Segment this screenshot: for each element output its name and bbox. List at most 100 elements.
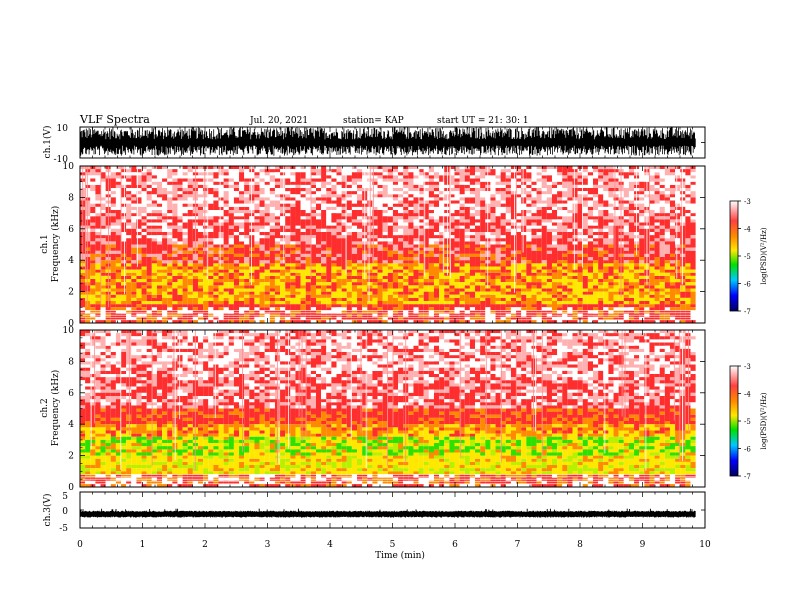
spectrogram-cell [536, 458, 542, 469]
spectrogram-cell [182, 169, 188, 314]
spectrogram-cell [541, 348, 547, 487]
spectrogram-cell [141, 175, 147, 320]
spectrogram-cell [357, 244, 363, 317]
spectrogram-cell [500, 282, 506, 305]
spectrogram-cell [639, 181, 645, 323]
spectrogram-cell [690, 430, 696, 475]
spectrogram-cell [346, 260, 352, 317]
spectrogram-cell [408, 172, 414, 320]
spectrogram-cell [557, 172, 563, 251]
spectrogram-cell [85, 247, 91, 323]
spectrogram-cell [372, 336, 378, 487]
spectrogram-cell [521, 178, 527, 264]
spectrogram-cell [187, 424, 193, 466]
spectrogram-cell [423, 272, 429, 305]
spectrogram-cell [156, 345, 163, 481]
spectrogram-cell [300, 169, 306, 320]
spectrogram-cell [156, 443, 163, 472]
spectrogram-cell [654, 169, 660, 323]
spectrogram-cell [315, 330, 322, 487]
spectrogram-cell [269, 424, 275, 469]
ch2-spectrogram-ylabel-freq: Frequency (kHz) [50, 370, 61, 447]
spectrogram-cell [223, 172, 229, 323]
spectrogram-cell [634, 336, 640, 484]
spectrogram-cell [526, 169, 532, 242]
spectrogram-cell [233, 408, 240, 478]
spectrogram-cell [290, 263, 296, 305]
spectrogram-cell [85, 455, 91, 472]
spectrogram-cell [475, 443, 481, 453]
spectrogram-cell [690, 436, 696, 453]
spectrogram-cell [336, 411, 342, 478]
colorbar-tick-label: -3 [744, 198, 751, 206]
spectrogram-cell [526, 414, 532, 475]
colorbar-tick-label: -4 [744, 226, 751, 234]
spectrogram-cell [208, 172, 214, 254]
spectrogram-cell [392, 330, 399, 481]
spectrogram-cell [577, 408, 583, 466]
spectrogram-cell [495, 333, 501, 487]
spectrogram-cell [408, 439, 414, 444]
spectrogram-cell [567, 200, 573, 320]
spectrogram-cell [480, 336, 486, 484]
spectrogram-cell [459, 266, 465, 305]
spectrogram-cell [603, 191, 609, 323]
spectrogram-cell [500, 433, 506, 475]
spectrogram-cell [367, 244, 373, 314]
spectrogram-cell [567, 351, 573, 487]
spectrogram-cell [418, 172, 424, 245]
spectrogram-cell [110, 436, 116, 453]
spectrogram-cell [408, 169, 414, 323]
spectrogram-cell [208, 427, 214, 472]
spectrogram-cell [557, 336, 563, 403]
spectrogram-cell [167, 169, 173, 264]
spectrogram-cell [351, 166, 358, 254]
spectrogram-cell [444, 439, 450, 472]
spectrogram-cell [618, 333, 624, 406]
spectrogram-cell [551, 336, 558, 393]
spectrogram-cell [203, 266, 209, 311]
spectrogram-cell [326, 336, 332, 403]
spectrogram-cell [100, 452, 106, 466]
ch1-waveform-ylabel: ch.1(V) [42, 126, 53, 159]
spectrogram-ytick-label: 4 [68, 420, 74, 430]
spectrogram-cell [500, 330, 506, 409]
spectrogram-cell [382, 433, 388, 475]
spectrogram-cell [572, 336, 578, 409]
spectrogram-cell [562, 439, 568, 444]
spectrogram-cell [290, 172, 296, 236]
spectrogram-cell [136, 247, 142, 323]
spectrogram-cell [690, 169, 696, 251]
spectrogram-cell [459, 184, 465, 320]
spectrogram-cell [351, 449, 358, 453]
spectrogram-cell [162, 439, 168, 450]
spectrogram-cell [295, 443, 301, 453]
spectrogram-cell [377, 333, 383, 431]
spectrogram-cell [587, 446, 594, 472]
spectrogram-cell [203, 446, 209, 450]
spectrogram-cell [136, 408, 142, 481]
spectrogram-cell [572, 172, 578, 254]
spectrogram-cell [480, 266, 486, 302]
spectrogram-cell [367, 263, 373, 305]
spectrogram-ytick-label: 10 [63, 326, 75, 336]
spectrogram-cell [546, 275, 552, 305]
spectrogram-cell [228, 436, 234, 456]
spectrogram-cell [459, 166, 465, 311]
spectrogram-cell [510, 333, 517, 409]
spectrogram-cell [439, 333, 445, 409]
spectrogram-cell [413, 266, 419, 305]
ch3-ytick-bottom: -5 [59, 524, 68, 534]
spectrogram-cell [254, 330, 260, 484]
colorbar-tick-label: -6 [744, 281, 751, 289]
spectrogram-cell [634, 330, 640, 478]
spectrogram-cell [372, 443, 378, 456]
spectrogram-cell [326, 449, 332, 453]
spectrogram-cell [121, 408, 127, 487]
spectrogram-cell [295, 342, 301, 406]
spectrogram-cell [567, 339, 573, 400]
spectrogram-cell [121, 166, 127, 264]
spectrogram-cell [664, 439, 670, 472]
spectrogram-cell [433, 417, 440, 484]
spectrogram-cell [331, 336, 337, 409]
